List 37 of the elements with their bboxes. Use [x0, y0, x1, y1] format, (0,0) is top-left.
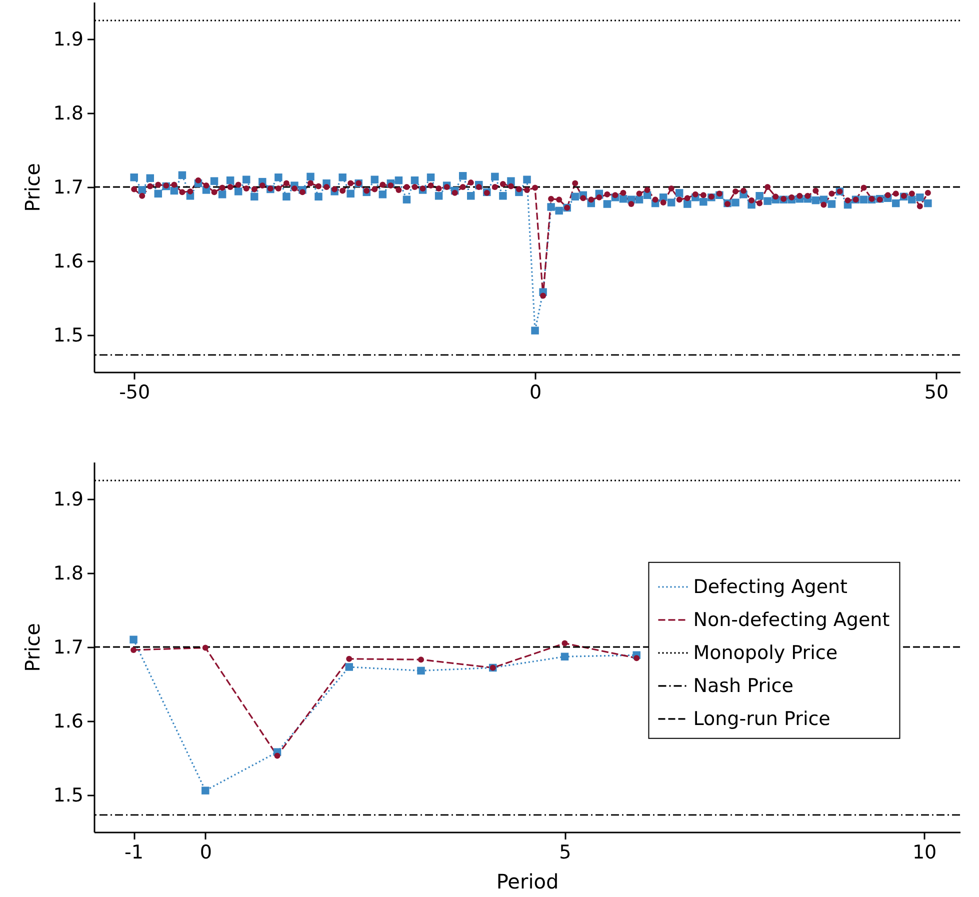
legend-label: Nash Price	[693, 674, 794, 697]
y-tick-label: 1.7	[53, 176, 84, 198]
y-tick-label: 1.5	[53, 784, 84, 806]
x-tick-label: -50	[119, 382, 150, 404]
point	[634, 655, 640, 662]
y-axis-title: Price	[20, 163, 44, 212]
point	[202, 786, 210, 794]
y-tick-label: 1.7	[53, 636, 84, 658]
y-tick-label: 1.9	[53, 488, 84, 510]
x-tick-label: 50	[924, 382, 949, 404]
point	[562, 640, 568, 646]
y-tick-label: 1.9	[53, 28, 84, 50]
point	[130, 636, 138, 644]
x-tick-label: 10	[912, 842, 937, 864]
point	[345, 663, 353, 671]
legend-label: Non-defecting Agent	[693, 608, 890, 631]
point	[202, 644, 208, 651]
y-tick-label: 1.8	[53, 562, 84, 584]
legend-label: Defecting Agent	[693, 576, 848, 598]
legend-label: Long-run Price	[693, 708, 830, 730]
y-tick-label: 1.6	[53, 710, 84, 732]
x-axis-title: Period	[496, 870, 559, 894]
legend-label: Monopoly Price	[693, 642, 838, 664]
point	[417, 666, 425, 675]
point	[560, 652, 569, 660]
x-tick-label: -1	[124, 842, 144, 864]
point	[346, 656, 352, 662]
y-tick-label: 1.5	[53, 324, 84, 346]
point	[418, 656, 424, 663]
y-tick-label: 1.8	[53, 102, 84, 124]
point	[274, 752, 280, 759]
point	[130, 646, 137, 653]
x-tick-label: 0	[200, 842, 212, 864]
x-tick-label: 0	[529, 382, 542, 404]
x-tick-label: 5	[559, 842, 572, 864]
y-tick-label: 1.6	[53, 250, 84, 272]
y-axis-title: Price	[20, 623, 44, 672]
